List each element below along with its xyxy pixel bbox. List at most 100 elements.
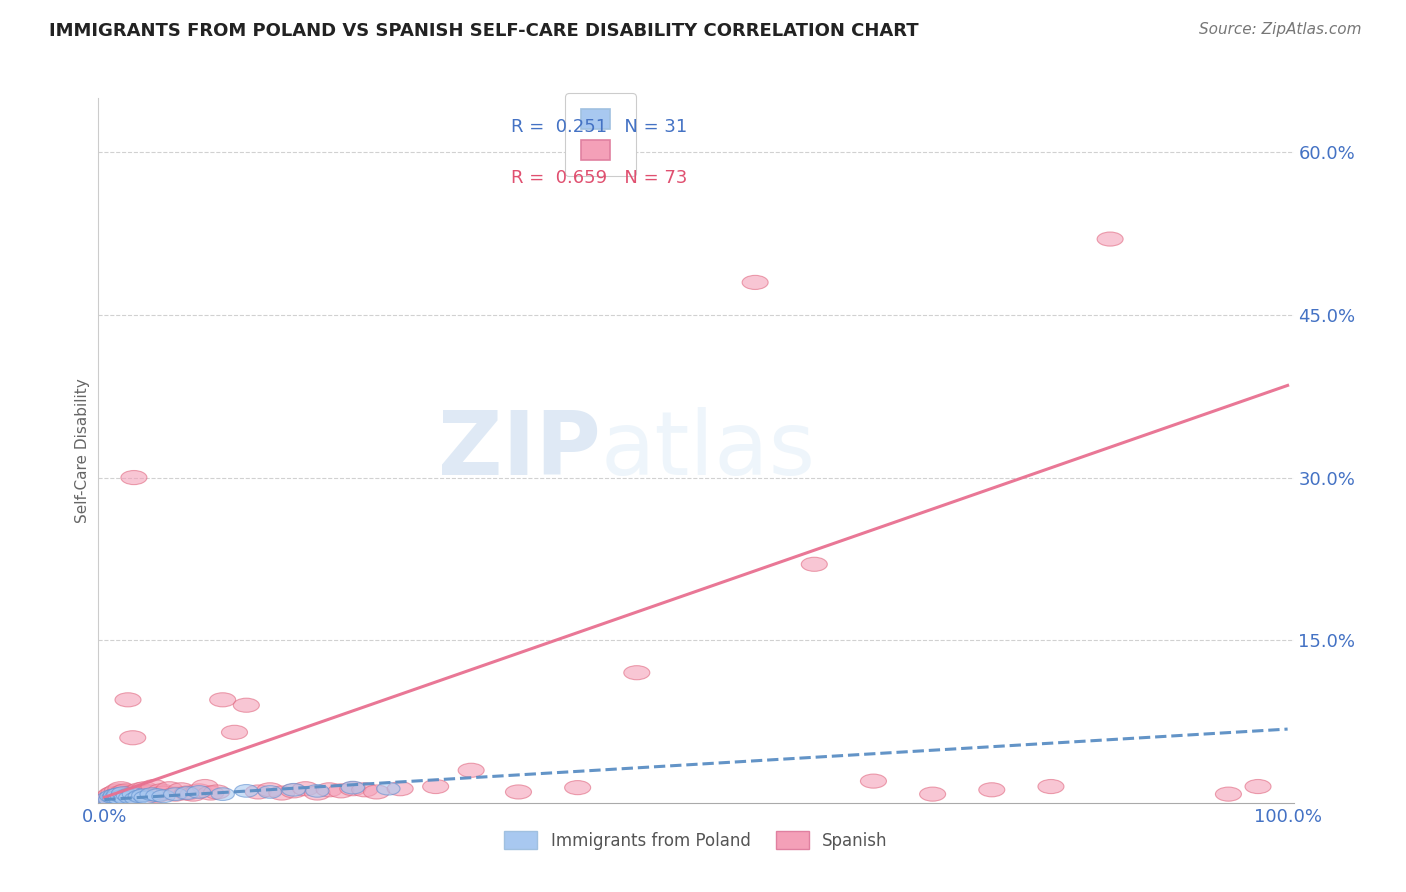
Ellipse shape: [233, 698, 259, 713]
Ellipse shape: [191, 780, 218, 794]
Ellipse shape: [624, 665, 650, 680]
Ellipse shape: [120, 731, 146, 745]
Ellipse shape: [125, 789, 150, 802]
Ellipse shape: [98, 787, 125, 801]
Ellipse shape: [269, 786, 295, 800]
Ellipse shape: [110, 789, 135, 802]
Ellipse shape: [139, 789, 165, 802]
Ellipse shape: [103, 789, 127, 802]
Ellipse shape: [180, 787, 207, 801]
Ellipse shape: [115, 693, 141, 706]
Ellipse shape: [742, 276, 768, 290]
Ellipse shape: [169, 783, 194, 797]
Ellipse shape: [176, 787, 198, 799]
Ellipse shape: [122, 788, 146, 800]
Ellipse shape: [150, 786, 177, 800]
Ellipse shape: [118, 791, 142, 804]
Ellipse shape: [174, 786, 200, 800]
Y-axis label: Self-Care Disability: Self-Care Disability: [75, 378, 90, 523]
Ellipse shape: [152, 790, 176, 803]
Ellipse shape: [920, 787, 946, 801]
Ellipse shape: [103, 791, 125, 804]
Ellipse shape: [148, 784, 174, 798]
Ellipse shape: [105, 789, 132, 804]
Ellipse shape: [117, 789, 142, 804]
Ellipse shape: [129, 786, 155, 800]
Ellipse shape: [211, 788, 235, 800]
Ellipse shape: [134, 791, 157, 804]
Ellipse shape: [125, 792, 148, 805]
Ellipse shape: [458, 764, 484, 777]
Ellipse shape: [304, 786, 330, 800]
Ellipse shape: [257, 783, 283, 797]
Ellipse shape: [245, 785, 271, 799]
Text: ZIP: ZIP: [437, 407, 600, 494]
Ellipse shape: [132, 789, 155, 802]
Ellipse shape: [163, 788, 187, 800]
Ellipse shape: [801, 558, 827, 572]
Ellipse shape: [377, 782, 401, 795]
Ellipse shape: [122, 787, 148, 801]
Ellipse shape: [387, 781, 413, 796]
Ellipse shape: [292, 781, 319, 796]
Ellipse shape: [342, 781, 364, 794]
Ellipse shape: [145, 789, 170, 802]
Ellipse shape: [1097, 232, 1123, 246]
Ellipse shape: [222, 725, 247, 739]
Ellipse shape: [107, 786, 132, 800]
Ellipse shape: [204, 785, 229, 799]
Ellipse shape: [364, 785, 389, 799]
Ellipse shape: [187, 786, 211, 798]
Ellipse shape: [136, 785, 162, 799]
Ellipse shape: [141, 788, 163, 800]
Ellipse shape: [108, 781, 134, 796]
Ellipse shape: [100, 790, 125, 805]
Ellipse shape: [104, 791, 128, 804]
Ellipse shape: [328, 784, 354, 798]
Ellipse shape: [112, 784, 139, 798]
Ellipse shape: [98, 793, 122, 805]
Ellipse shape: [860, 774, 886, 789]
Ellipse shape: [186, 784, 212, 798]
Ellipse shape: [96, 789, 122, 804]
Ellipse shape: [281, 784, 307, 798]
Ellipse shape: [127, 783, 153, 797]
Ellipse shape: [132, 781, 157, 796]
Ellipse shape: [162, 787, 188, 801]
Ellipse shape: [107, 788, 131, 800]
Ellipse shape: [121, 470, 148, 484]
Ellipse shape: [111, 789, 138, 804]
Ellipse shape: [198, 786, 224, 800]
Ellipse shape: [103, 790, 128, 805]
Ellipse shape: [128, 790, 152, 803]
Ellipse shape: [565, 780, 591, 795]
Text: R =  0.659   N = 73: R = 0.659 N = 73: [510, 169, 688, 186]
Ellipse shape: [141, 780, 167, 794]
Ellipse shape: [114, 792, 138, 805]
Ellipse shape: [1215, 787, 1241, 801]
Ellipse shape: [316, 783, 342, 797]
Ellipse shape: [156, 781, 183, 796]
Ellipse shape: [110, 790, 134, 803]
Ellipse shape: [114, 789, 139, 802]
Ellipse shape: [101, 786, 127, 800]
Ellipse shape: [979, 783, 1005, 797]
Ellipse shape: [100, 790, 124, 803]
Ellipse shape: [108, 792, 131, 805]
Ellipse shape: [305, 785, 329, 797]
Ellipse shape: [117, 789, 139, 802]
Legend: Immigrants from Poland, Spanish: Immigrants from Poland, Spanish: [496, 822, 896, 858]
Ellipse shape: [283, 783, 305, 797]
Ellipse shape: [1244, 780, 1271, 794]
Ellipse shape: [117, 786, 143, 800]
Text: R =  0.251   N = 31: R = 0.251 N = 31: [510, 118, 688, 136]
Ellipse shape: [259, 786, 281, 798]
Ellipse shape: [146, 789, 169, 802]
Ellipse shape: [1038, 780, 1064, 794]
Text: atlas: atlas: [600, 407, 815, 494]
Ellipse shape: [506, 785, 531, 799]
Ellipse shape: [209, 693, 236, 706]
Ellipse shape: [340, 781, 366, 796]
Ellipse shape: [352, 783, 378, 797]
Ellipse shape: [104, 784, 131, 798]
